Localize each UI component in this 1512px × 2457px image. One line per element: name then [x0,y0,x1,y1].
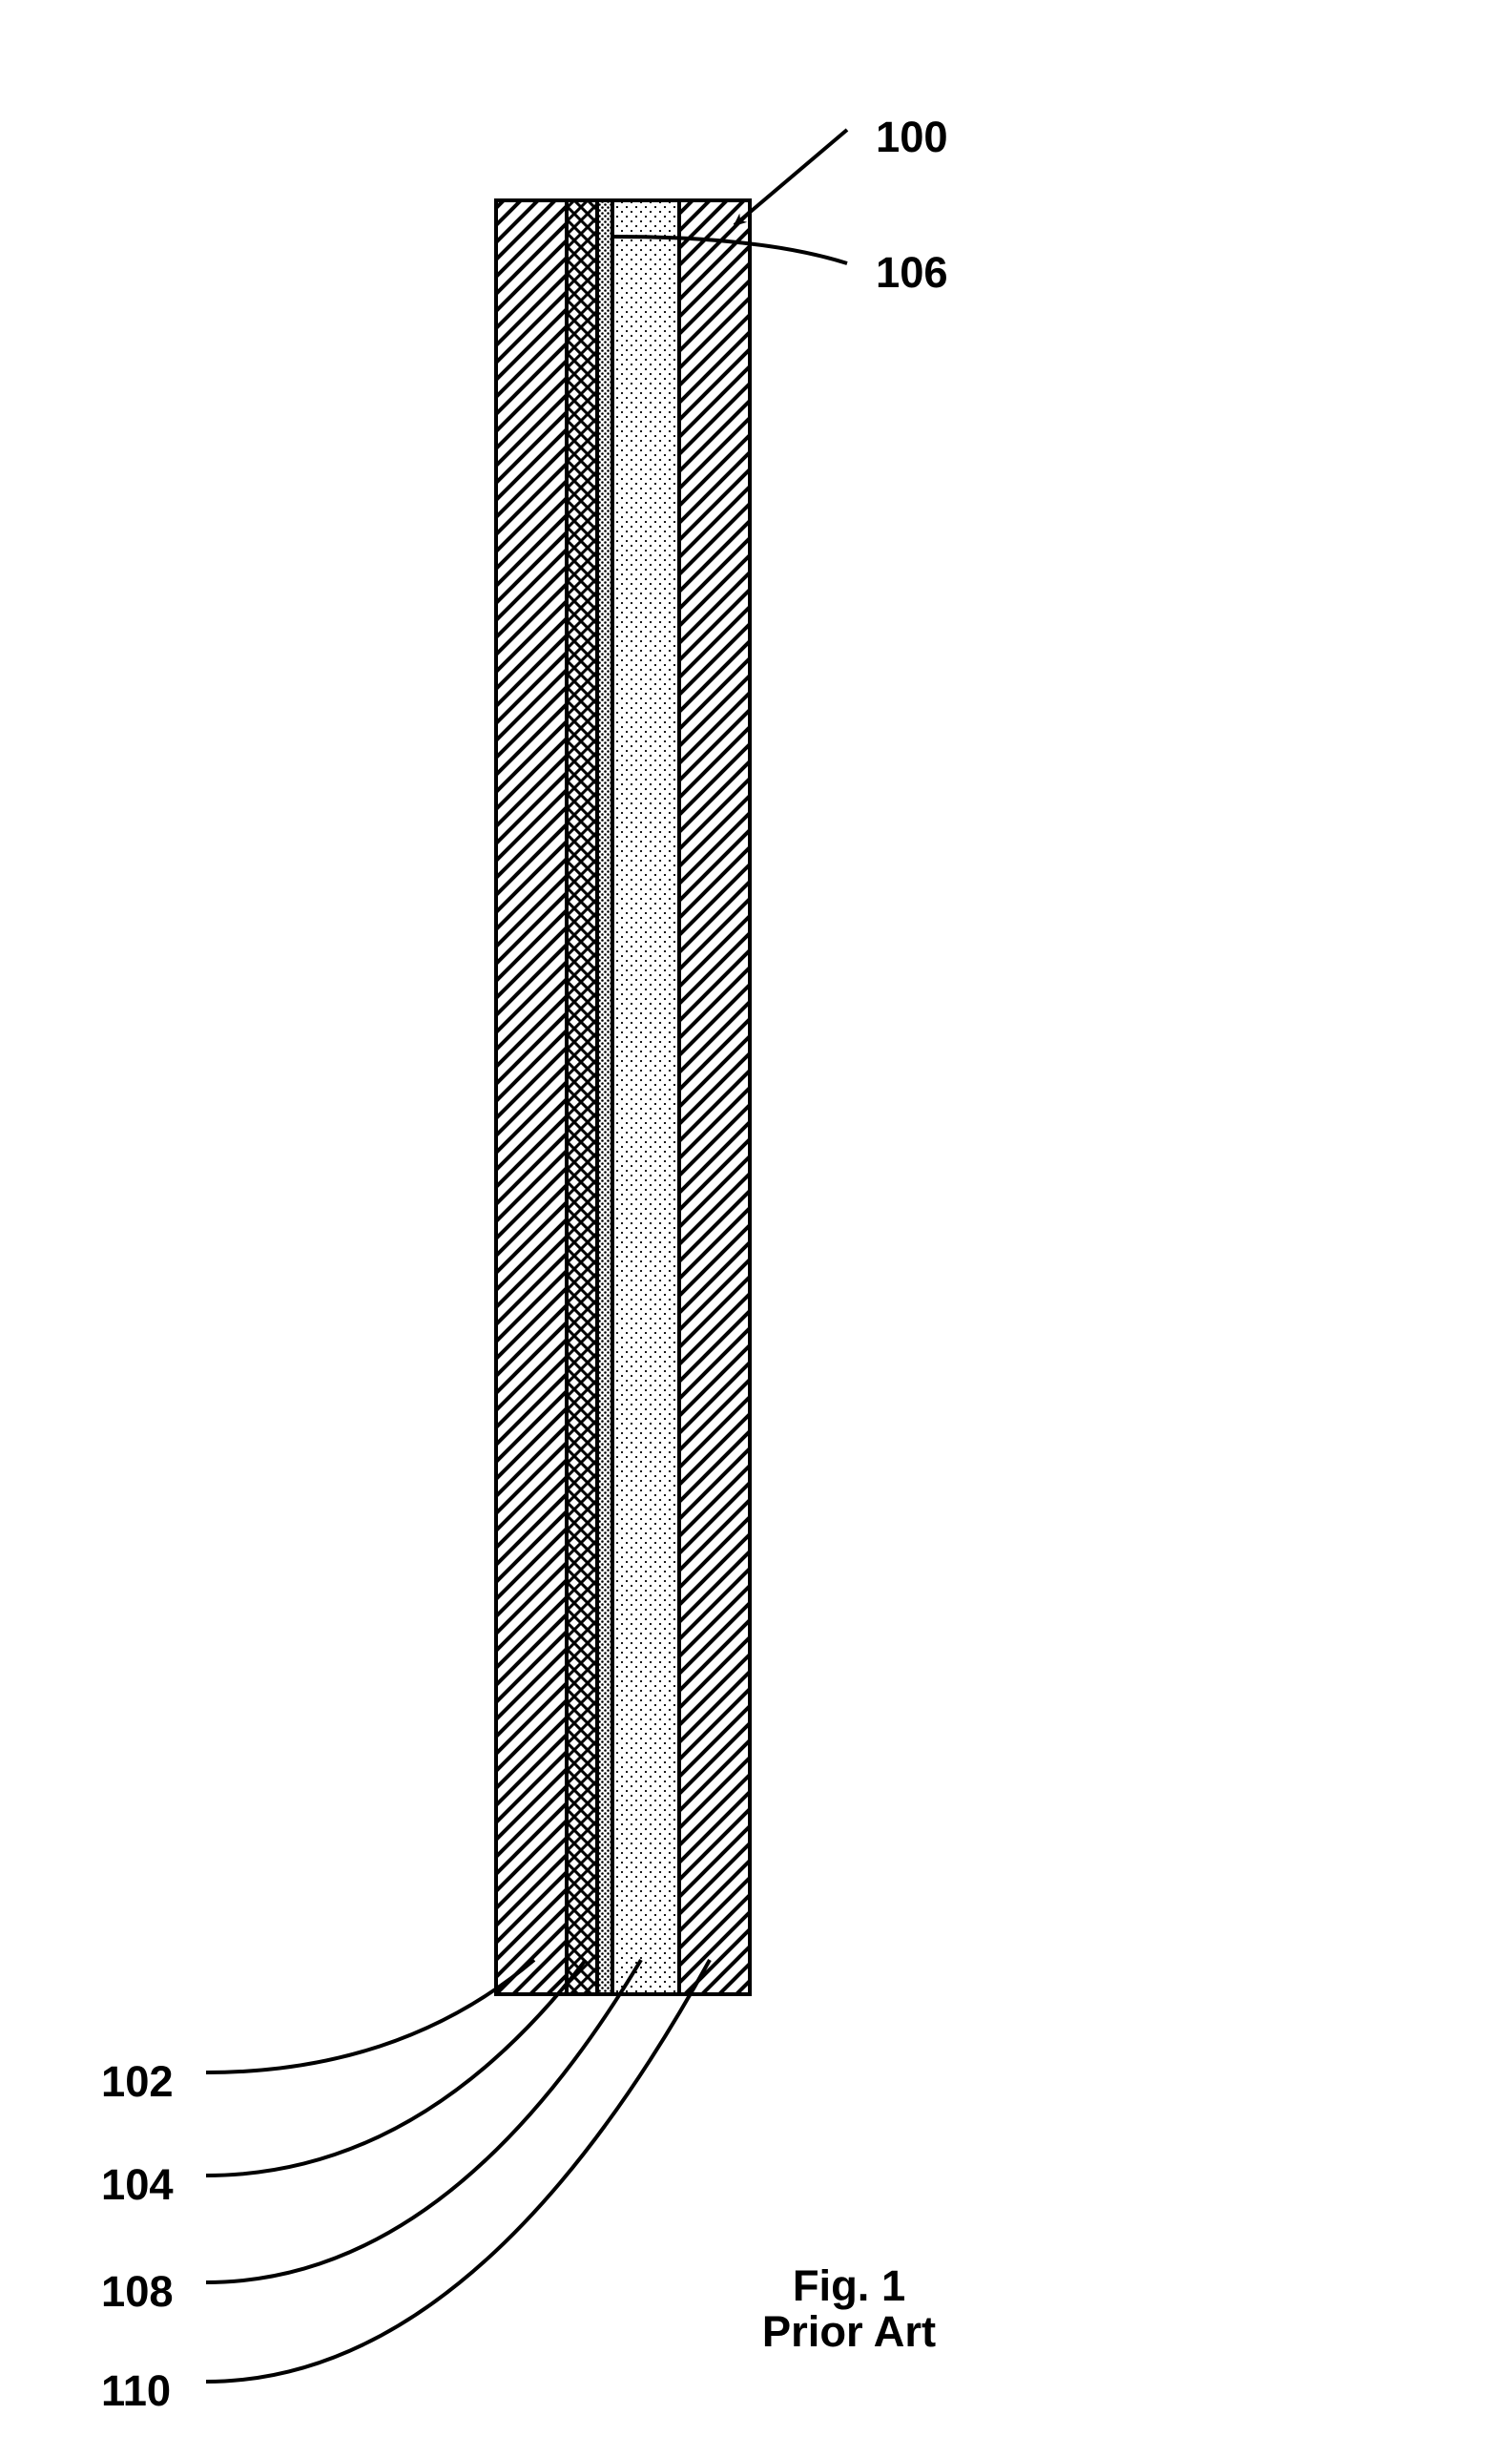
cross-section-svg [0,0,1512,2457]
layer-102 [496,200,567,1994]
layer-stack [496,200,750,1994]
leader-102 [206,1960,534,2072]
layer-104 [567,200,597,1994]
leader-100 [735,130,847,225]
label-108: 108 [101,2267,174,2317]
caption-line2: Prior Art [744,2307,954,2357]
leader-110 [206,1960,710,2382]
caption-line1: Fig. 1 [744,2261,954,2311]
page: 100 106 102 104 108 110 Fig. 1 Prior Art [0,0,1512,2457]
label-102: 102 [101,2057,174,2107]
label-106: 106 [876,248,948,298]
label-110: 110 [101,2366,171,2416]
layer-110 [679,200,750,1994]
leader-108 [206,1960,641,2282]
label-100: 100 [876,113,948,162]
layer-108 [612,200,679,1994]
label-104: 104 [101,2160,174,2210]
layer-106 [597,200,612,1994]
